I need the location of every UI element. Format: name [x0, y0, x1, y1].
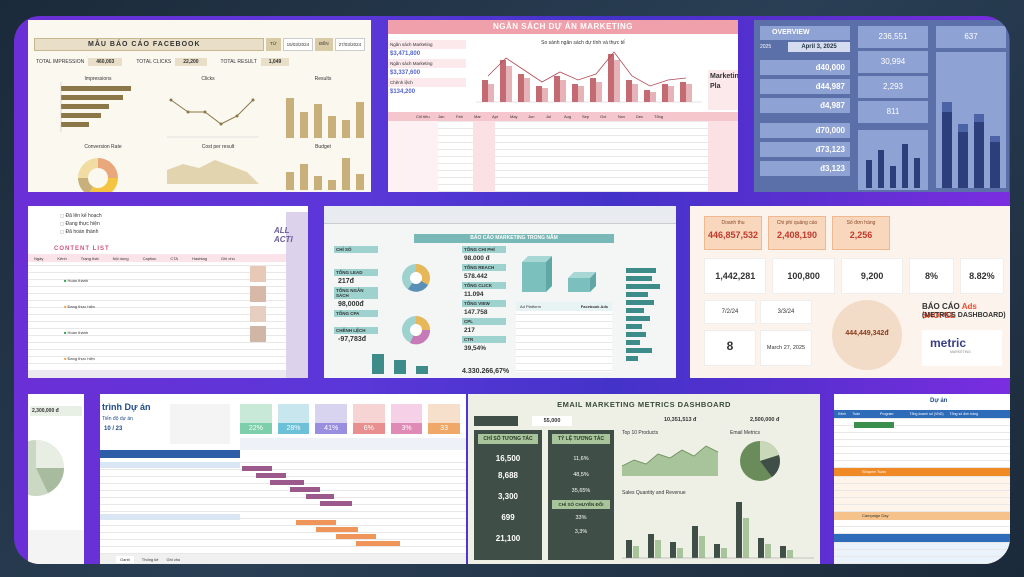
shopee-center-value: 444,449,342đ	[845, 330, 889, 337]
overview-title: OVERVIEW	[760, 26, 850, 40]
marketing-budget-tile[interactable]: NGÂN SÁCH DỰ ÁN MARKETING Ngân sách Mark…	[388, 20, 738, 192]
email-metrics-pie	[740, 441, 780, 481]
marketing-pie-charts	[402, 264, 431, 345]
overview-tile[interactable]: OVERVIEW 2025 April 3, 2025 đ40,000 đ44,…	[754, 20, 1009, 192]
fb-results-chart	[286, 98, 364, 138]
stats-sheet-tab[interactable]: Thống kê	[141, 556, 159, 562]
budget-table: Chỉ tiêu Jan Feb Mar Apr May Jun Jul Aug Sep…	[388, 112, 738, 192]
fb-cost-chart	[167, 160, 259, 184]
overview-bar-chart	[858, 130, 928, 190]
gantt-sheet-tab[interactable]: Gantt	[116, 555, 134, 563]
pie-chart-tile[interactable]: 2,300,000 đ	[28, 394, 84, 564]
shopee-revenue: 446,857,532	[707, 230, 759, 240]
fb-budget-chart	[286, 158, 364, 190]
facebook-report-tile[interactable]: MẪU BÁO CÁO FACEBOOK TỪ 15/03/2024 ĐẾN 2…	[28, 20, 371, 192]
content-list-title: CONTENT LIST	[54, 246, 110, 252]
email-sales-chart	[622, 502, 814, 559]
notes-sheet-tab[interactable]: Ghi chú	[166, 556, 181, 562]
fb-impression-value: 460,003	[88, 58, 123, 66]
content-list-tile[interactable]: ◻ Đã lên kế hoạch ◻ Đang thực hiện ◻ Đã …	[28, 206, 308, 378]
collage-frame: MẪU BÁO CÁO FACEBOOK TỪ 15/03/2024 ĐẾN 2…	[14, 16, 1010, 564]
email-marketing-tile[interactable]: EMAIL MARKETING METRICS DASHBOARD 55,000…	[468, 394, 820, 564]
overview-metric-1: đ40,000	[760, 60, 850, 75]
overview-stacked-chart	[936, 52, 1006, 188]
budget-compare-chart	[476, 51, 702, 103]
shopee-metrics-tile[interactable]: Doanh thu 446,857,532 Chi phí quảng cáo 2,…	[690, 206, 1010, 378]
marketing-hbar-chart	[626, 268, 660, 361]
fb-clicks-chart	[167, 98, 259, 138]
fb-impressions-chart	[60, 82, 131, 132]
pie-chart-partial	[28, 440, 64, 496]
metric-logo: metric	[930, 336, 967, 350]
marketing-bottom-bars	[372, 354, 428, 374]
fb-conversion-donut	[78, 158, 118, 192]
gantt-bars	[242, 466, 400, 546]
fb-title: MẪU BÁO CÁO FACEBOOK	[88, 41, 201, 48]
marketing-plan-label: Marketing Pla	[708, 70, 738, 110]
marketing-3d-bars	[522, 256, 596, 292]
email-area-chart	[621, 445, 719, 476]
content-status-column: ■ Hoàn thành ■ Đang thực hiện ■ Hoàn thà…	[64, 278, 95, 361]
marketing-annual-report-tile[interactable]: BÁO CÁO MARKETING TRONG NĂM CHỈ SỐ TỔNG …	[324, 206, 676, 378]
sales-table-tile[interactable]: Dự án Kênh Tuần Program Tổng doanh số (VND)…	[834, 394, 1010, 564]
budget-title: NGÂN SÁCH DỰ ÁN MARKETING	[388, 20, 738, 34]
gantt-tile[interactable]: trình Dự án Tiến độ dự án 10 / 23 22% 28…	[100, 394, 466, 564]
